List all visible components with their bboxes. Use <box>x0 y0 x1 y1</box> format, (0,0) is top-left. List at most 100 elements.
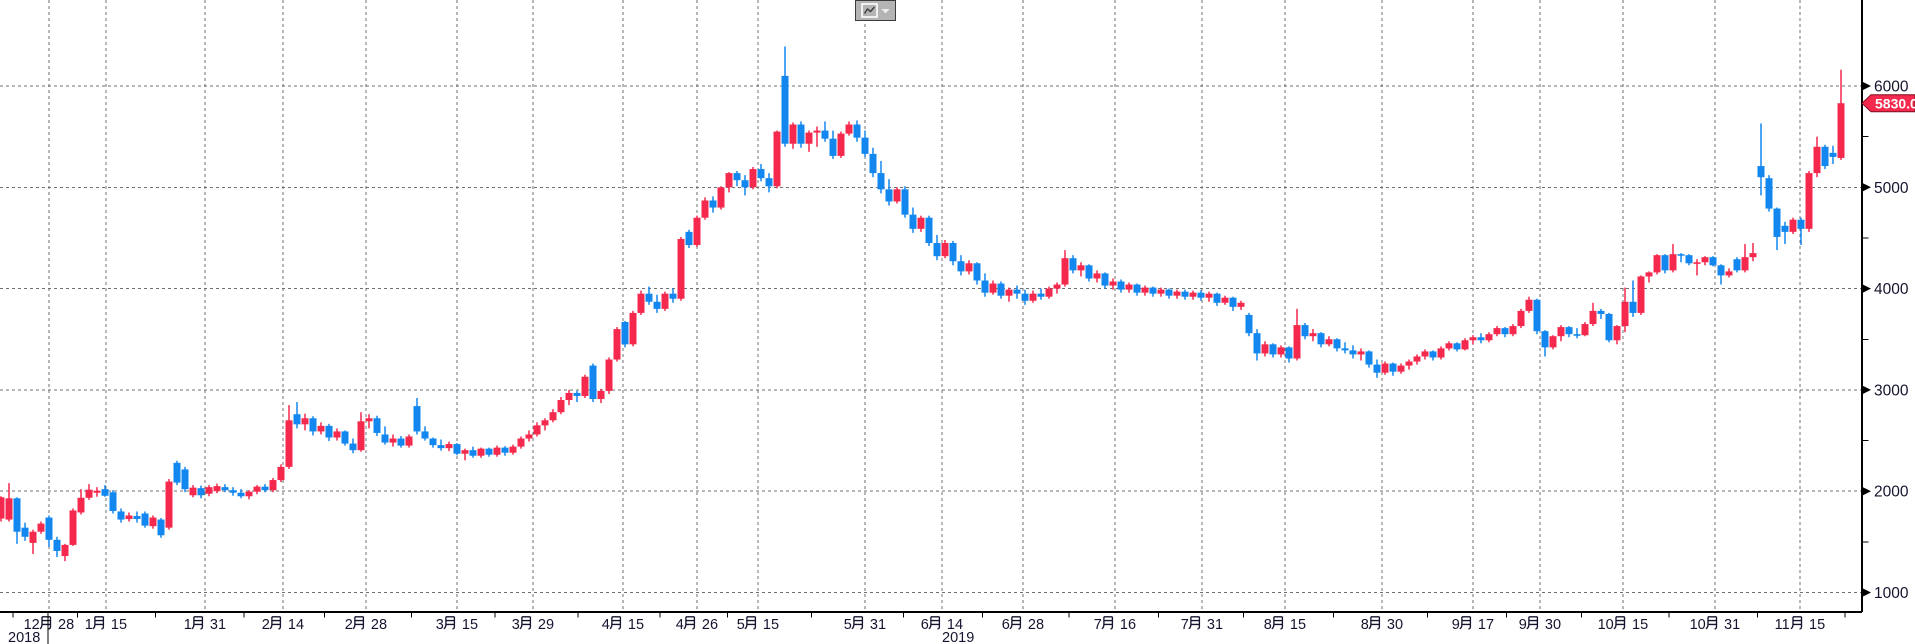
candle-down <box>1781 221 1789 245</box>
candle-down <box>1269 343 1277 358</box>
candle-down <box>757 164 765 182</box>
svg-text:15: 15 <box>1632 617 1648 633</box>
candle-down <box>1037 288 1045 300</box>
x-axis-label: 9 17 <box>1452 616 1494 633</box>
candle-up <box>1189 290 1197 300</box>
candle-up <box>1357 348 1365 361</box>
candle-down <box>1533 298 1541 335</box>
candle-down <box>1365 350 1373 368</box>
candle-down <box>901 186 909 218</box>
candle-down <box>133 511 141 523</box>
year-label: 2019 <box>942 630 974 644</box>
svg-text:4: 4 <box>676 617 684 633</box>
axes <box>0 0 1863 613</box>
candle-up <box>1645 271 1653 283</box>
candle-up <box>1669 244 1677 273</box>
x-axis-label: 3 15 <box>436 616 478 633</box>
candle-up <box>1613 325 1621 345</box>
candle-down <box>653 294 661 313</box>
candle-up <box>1205 291 1213 302</box>
candle-up <box>1741 244 1749 273</box>
month-kanji-glyph <box>744 616 757 630</box>
candle-up <box>1045 286 1053 299</box>
x-axis-label: 1 31 <box>184 616 226 633</box>
candle-up <box>773 130 781 189</box>
candle-up <box>677 236 685 301</box>
candle-up <box>725 172 733 193</box>
y-axis-label: 3000 <box>1874 382 1909 399</box>
candle-up <box>1637 275 1645 315</box>
candle-down <box>373 415 381 436</box>
candle-up <box>893 187 901 204</box>
candle-down <box>1429 350 1437 361</box>
candle-up <box>525 430 533 442</box>
x-axis-label: 5 15 <box>737 616 779 633</box>
x-axis-label: 2 28 <box>345 616 387 633</box>
candle-up <box>445 441 453 452</box>
candle-up <box>1493 326 1501 337</box>
y-axis-label: 4000 <box>1874 281 1909 298</box>
candle-up <box>941 239 949 259</box>
last-price-value: 5830.0 <box>1875 96 1915 112</box>
candle-down <box>869 147 877 178</box>
candle-down <box>1069 255 1077 274</box>
candle-up <box>1325 336 1333 347</box>
candle-down <box>1341 342 1349 354</box>
candle-down <box>957 255 965 276</box>
candle-up <box>597 388 605 404</box>
svg-text:3: 3 <box>512 617 520 633</box>
candle-down <box>949 240 957 266</box>
candle-up <box>1029 290 1037 303</box>
svg-text:15: 15 <box>1809 617 1825 633</box>
caret-down-icon[interactable] <box>881 8 890 14</box>
candle-down <box>1685 254 1693 266</box>
candle-down <box>1181 289 1189 300</box>
candle-down <box>349 438 357 454</box>
candle-down <box>709 196 717 213</box>
candle-down <box>981 273 989 297</box>
candle-up <box>1621 287 1629 333</box>
candle-up <box>461 448 469 461</box>
month-kanji-glyph <box>851 616 864 630</box>
svg-text:8: 8 <box>1361 617 1369 633</box>
candle-up <box>509 444 517 455</box>
svg-text:28: 28 <box>371 617 387 633</box>
candle-up <box>717 186 725 210</box>
candle-up <box>1469 335 1477 345</box>
candle-down <box>45 515 53 547</box>
candle-up <box>989 280 997 295</box>
candle-up <box>1157 287 1165 297</box>
candle-up <box>845 121 853 136</box>
candle-up <box>541 418 549 431</box>
candle-up <box>1557 325 1565 342</box>
candle-up <box>477 447 485 458</box>
svg-text:10: 10 <box>1598 617 1614 633</box>
candle-up <box>1461 338 1469 351</box>
x-axis-label: 11 15 <box>1775 616 1825 633</box>
candle-up <box>1261 341 1269 357</box>
svg-text:9: 9 <box>1519 617 1527 633</box>
candle-down <box>829 130 837 159</box>
candle-up <box>189 485 197 498</box>
chart-type-button[interactable] <box>855 0 896 21</box>
candle-down <box>1333 338 1341 352</box>
candle-up <box>285 405 293 469</box>
candle-up <box>581 374 589 399</box>
candle-down <box>1757 123 1765 196</box>
candle-down <box>997 281 1005 299</box>
x-axis-label: 9 30 <box>1519 616 1561 633</box>
x-axis-label: 10 31 <box>1690 616 1740 633</box>
candle-up <box>61 543 69 562</box>
candle-down <box>733 171 741 187</box>
candle-down <box>1149 286 1157 297</box>
candle-up <box>557 396 565 415</box>
month-kanji-glyph <box>928 616 941 630</box>
line-chart-icon <box>861 3 878 18</box>
candle-up <box>1837 69 1845 160</box>
svg-text:4: 4 <box>602 617 610 633</box>
x-axis-label: 10 15 <box>1598 616 1648 633</box>
candle-down <box>933 234 941 261</box>
x-axis-label: 4 26 <box>676 616 718 633</box>
gridlines <box>0 0 1862 612</box>
